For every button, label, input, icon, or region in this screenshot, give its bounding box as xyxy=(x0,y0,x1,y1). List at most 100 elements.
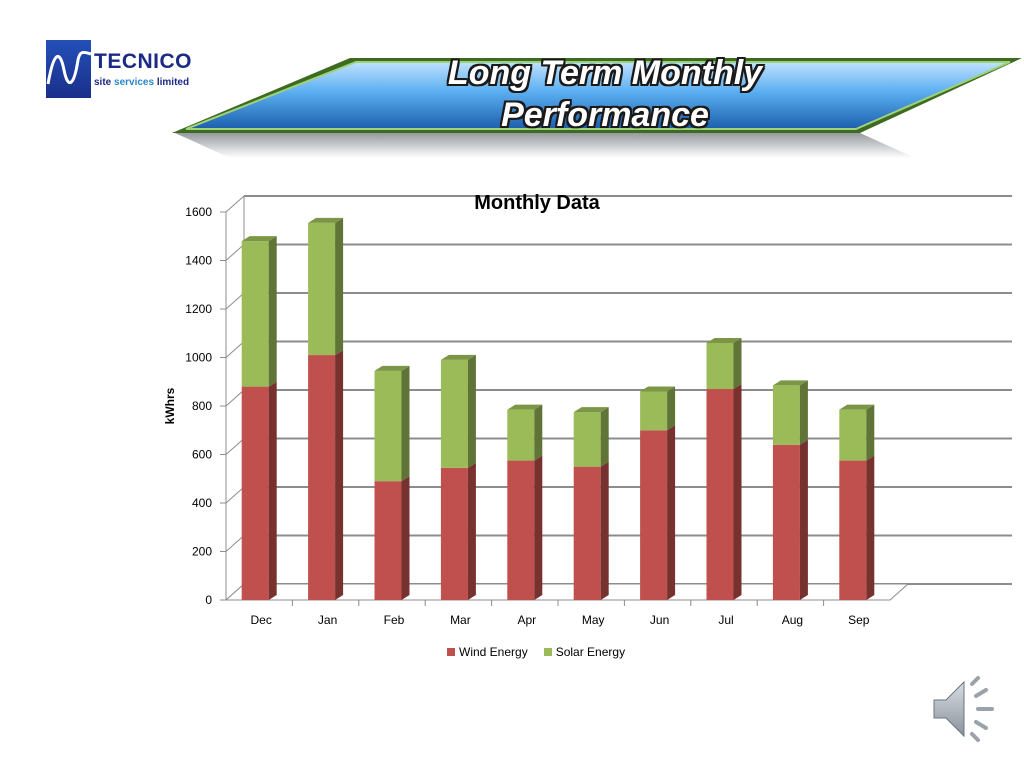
bar-side xyxy=(335,350,344,600)
gridline-side xyxy=(225,535,245,552)
bar-top xyxy=(573,407,609,413)
bar-front xyxy=(241,241,269,387)
legend-label-solar: Solar Energy xyxy=(555,645,626,659)
y-tick-label: 1600 xyxy=(185,205,212,219)
bar-wind-dec xyxy=(241,381,277,600)
logo-wave-icon xyxy=(46,40,92,98)
bar-side xyxy=(799,439,808,600)
x-tick-label: Apr xyxy=(517,613,536,627)
slide-title: Long Term Monthly Performance xyxy=(447,54,763,134)
bar-solar-aug xyxy=(772,380,808,445)
bar-side xyxy=(600,461,609,600)
bar-solar-mar xyxy=(440,354,476,468)
bar-side xyxy=(799,380,808,445)
bar-front xyxy=(507,460,535,600)
x-tick-label: Jan xyxy=(318,613,337,627)
bar-front xyxy=(374,370,402,482)
bar-solar-may xyxy=(573,407,609,467)
bar-side xyxy=(401,365,410,482)
bar-solar-feb xyxy=(374,365,410,482)
legend-swatch-wind xyxy=(447,648,455,656)
bar-side xyxy=(866,404,875,461)
bar-front xyxy=(772,444,800,600)
x-tick-label: Mar xyxy=(450,613,471,627)
bar-side xyxy=(335,217,344,356)
x-tick-label: May xyxy=(582,613,605,627)
x-tick-label: Jun xyxy=(650,613,669,627)
bar-side xyxy=(467,354,476,468)
company-logo: TECNICO site services limited xyxy=(46,40,206,100)
bar-front xyxy=(241,386,269,600)
chart-tick-labels: 0 200 400 600 800 1000 1200 1400 1600 Dec Jan Feb Ma… xyxy=(185,205,870,627)
bar-side xyxy=(534,455,543,600)
bar-side xyxy=(268,236,277,387)
bar-top xyxy=(706,337,742,343)
legend-swatch-solar xyxy=(543,648,552,656)
bar-front xyxy=(308,222,336,356)
chart-title: Monthly Data xyxy=(474,192,600,214)
bar-solar-jun xyxy=(640,386,676,431)
bar-front xyxy=(308,355,336,600)
bar-front xyxy=(374,481,402,600)
x-tick-label: Feb xyxy=(384,613,405,627)
bar-side xyxy=(467,462,476,600)
bar-front xyxy=(507,409,535,461)
logo-tagline: site services limited xyxy=(94,77,189,88)
bar-solar-jan xyxy=(308,217,344,356)
x-tick-label: Aug xyxy=(782,613,803,627)
bar-solar-apr xyxy=(507,404,543,461)
bar-top xyxy=(507,404,543,410)
gridline-side xyxy=(225,292,245,310)
bar-top xyxy=(772,380,808,386)
speaker-icon[interactable] xyxy=(930,676,1000,742)
y-tick-label: 200 xyxy=(192,545,212,559)
bar-side xyxy=(268,381,277,600)
gridline-side xyxy=(225,389,245,407)
bar-top xyxy=(640,386,676,392)
y-tick-label: 1000 xyxy=(185,351,212,365)
logo-tagline-limited: limited xyxy=(156,77,190,88)
bar-top xyxy=(374,365,410,371)
bar-side xyxy=(733,337,742,390)
gridline-side xyxy=(225,195,245,213)
x-tick-label: Dec xyxy=(251,613,272,627)
legend-item-wind: Wind Energy xyxy=(447,645,528,659)
y-tick-label: 400 xyxy=(192,496,212,510)
bar-side xyxy=(401,476,410,600)
bar-top xyxy=(241,236,277,242)
bar-front xyxy=(706,389,734,600)
y-tick-label: 0 xyxy=(205,593,212,607)
bar-wind-mar xyxy=(440,462,476,600)
bar-wind-sep xyxy=(839,455,875,600)
bar-top xyxy=(839,404,875,410)
logo-tagline-site: site xyxy=(94,77,112,88)
bar-wind-jun xyxy=(640,425,676,600)
bar-top xyxy=(440,354,476,360)
bar-front xyxy=(772,385,800,445)
bar-front xyxy=(440,359,468,468)
y-tick-label: 1200 xyxy=(185,302,212,316)
bar-wind-apr xyxy=(507,455,543,600)
logo-name: TECNICO xyxy=(94,50,192,73)
bar-front xyxy=(640,391,668,431)
bar-side xyxy=(667,386,676,431)
bar-solar-jul xyxy=(706,337,742,390)
gridline-side xyxy=(225,244,245,261)
bar-front xyxy=(573,466,601,600)
bar-wind-may xyxy=(573,461,609,600)
bar-front xyxy=(640,430,668,600)
x-tick-label: Jul xyxy=(718,613,733,627)
bar-side xyxy=(667,425,676,600)
bar-side xyxy=(733,384,742,600)
chart-gridlines xyxy=(225,195,1012,601)
logo-tagline-services: services xyxy=(114,77,155,88)
gridline-side xyxy=(225,341,245,358)
y-tick-label: 800 xyxy=(192,399,212,413)
bar-side xyxy=(534,404,543,461)
bar-top xyxy=(308,217,344,223)
bar-side xyxy=(866,455,875,600)
y-axis-label: kWhrs xyxy=(163,387,177,424)
bar-front xyxy=(706,342,734,390)
bar-front xyxy=(573,412,601,467)
